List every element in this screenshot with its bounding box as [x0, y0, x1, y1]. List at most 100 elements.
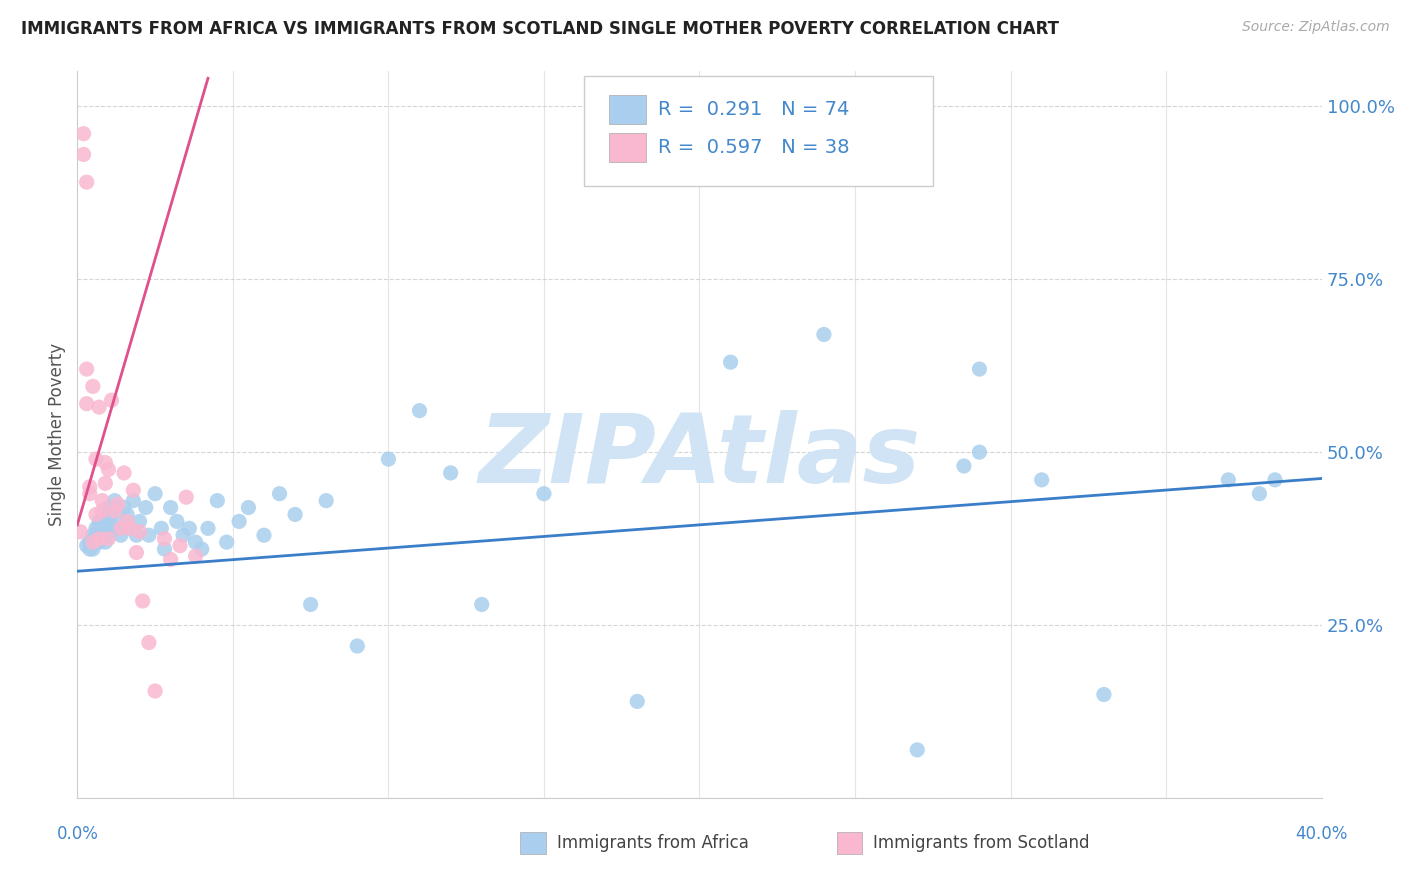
Point: [87, 532, 110, 546]
Point: [107, 521, 129, 535]
Point: [471, 598, 494, 612]
Point: [94, 508, 117, 522]
Point: [1092, 688, 1115, 702]
Text: R =  0.291   N = 74: R = 0.291 N = 74: [658, 101, 849, 120]
Point: [115, 508, 138, 522]
Point: [408, 403, 430, 417]
Point: [110, 521, 132, 535]
Point: [91, 528, 114, 542]
Y-axis label: Single Mother Poverty: Single Mother Poverty: [48, 343, 66, 526]
Point: [79, 480, 101, 494]
Point: [69, 524, 91, 539]
Point: [128, 515, 150, 529]
Point: [1218, 473, 1240, 487]
Point: [253, 528, 276, 542]
Point: [82, 542, 104, 557]
Text: 0.0%: 0.0%: [56, 825, 98, 843]
Point: [112, 466, 135, 480]
Text: Immigrants from Africa: Immigrants from Africa: [557, 834, 748, 852]
Text: Immigrants from Scotland: Immigrants from Scotland: [873, 834, 1090, 852]
Point: [153, 542, 176, 557]
Text: Source: ZipAtlas.com: Source: ZipAtlas.com: [1241, 20, 1389, 34]
Point: [97, 528, 120, 542]
Point: [91, 515, 114, 529]
Point: [79, 535, 101, 549]
Point: [143, 684, 166, 698]
Point: [122, 493, 145, 508]
Point: [84, 528, 107, 542]
Point: [169, 539, 191, 553]
Point: [84, 452, 107, 467]
Point: [84, 521, 107, 535]
Point: [97, 532, 120, 546]
Point: [626, 694, 648, 708]
Point: [87, 400, 110, 414]
Point: [143, 486, 166, 500]
Point: [122, 483, 145, 498]
Point: [315, 493, 337, 508]
Point: [87, 535, 110, 549]
Point: [94, 456, 117, 470]
Point: [377, 452, 399, 467]
Point: [91, 493, 114, 508]
Point: [215, 535, 238, 549]
Point: [107, 497, 129, 511]
Point: [100, 521, 122, 535]
Point: [440, 466, 463, 480]
Point: [72, 147, 94, 161]
Point: [131, 594, 153, 608]
Point: [184, 549, 207, 563]
Point: [97, 462, 120, 476]
Point: [82, 379, 104, 393]
Point: [184, 535, 207, 549]
Point: [125, 528, 148, 542]
Point: [125, 545, 148, 559]
Point: [94, 476, 117, 491]
Point: [346, 639, 368, 653]
Point: [953, 458, 976, 473]
Point: [238, 500, 260, 515]
Text: R =  0.597   N = 38: R = 0.597 N = 38: [658, 138, 849, 157]
Point: [97, 515, 120, 529]
Text: ZIPAtlas: ZIPAtlas: [478, 410, 921, 503]
Point: [533, 486, 555, 500]
Point: [153, 532, 176, 546]
Point: [76, 362, 98, 376]
Text: 40.0%: 40.0%: [1295, 825, 1348, 843]
Point: [299, 598, 322, 612]
Point: [79, 486, 101, 500]
Point: [110, 528, 132, 542]
Point: [179, 521, 201, 535]
Point: [135, 500, 157, 515]
Point: [120, 521, 142, 535]
FancyBboxPatch shape: [609, 133, 645, 162]
FancyBboxPatch shape: [583, 77, 934, 186]
Point: [172, 528, 194, 542]
Point: [1264, 473, 1286, 487]
Point: [115, 515, 138, 529]
Point: [207, 493, 229, 508]
Point: [269, 486, 291, 500]
Point: [120, 521, 142, 535]
Point: [104, 493, 127, 508]
Point: [159, 552, 181, 566]
Point: [969, 445, 991, 459]
Point: [76, 397, 98, 411]
Point: [1249, 486, 1271, 500]
Point: [94, 535, 117, 549]
Point: [72, 127, 94, 141]
Point: [82, 535, 104, 549]
Point: [720, 355, 742, 369]
Text: IMMIGRANTS FROM AFRICA VS IMMIGRANTS FROM SCOTLAND SINGLE MOTHER POVERTY CORRELA: IMMIGRANTS FROM AFRICA VS IMMIGRANTS FRO…: [21, 20, 1059, 37]
Point: [197, 521, 219, 535]
Point: [91, 521, 114, 535]
Point: [813, 327, 835, 342]
Point: [84, 535, 107, 549]
Point: [87, 515, 110, 529]
Point: [138, 528, 160, 542]
Point: [91, 504, 114, 518]
Point: [284, 508, 307, 522]
Point: [1031, 473, 1053, 487]
Point: [94, 528, 117, 542]
Point: [84, 508, 107, 522]
